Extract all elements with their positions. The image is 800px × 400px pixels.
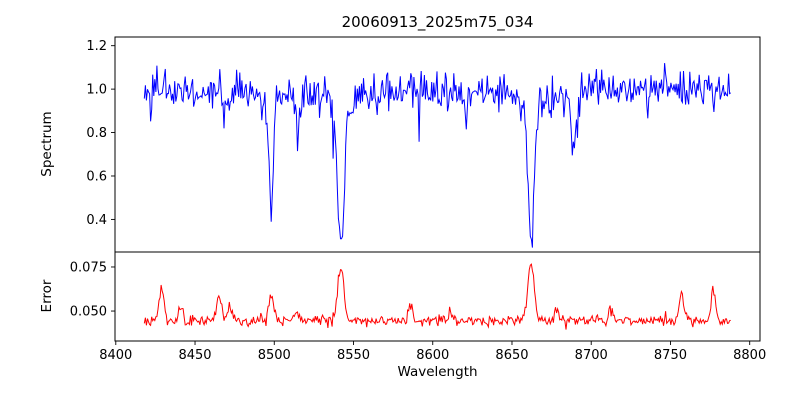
x-tick-label: 8650 bbox=[495, 348, 528, 363]
x-tick-label: 8450 bbox=[178, 348, 211, 363]
x-tick-label: 8800 bbox=[733, 348, 766, 363]
x-tick-label: 8400 bbox=[99, 348, 132, 363]
x-tick-label: 8550 bbox=[337, 348, 370, 363]
y-tick-label: 0.6 bbox=[86, 169, 107, 184]
x-tick-label: 8750 bbox=[654, 348, 687, 363]
x-tick-label: 8600 bbox=[416, 348, 449, 363]
x-axis-label: Wavelength bbox=[397, 364, 478, 380]
y-tick-label: 0.050 bbox=[70, 305, 107, 320]
x-tick-label: 8700 bbox=[575, 348, 608, 363]
y-tick-label: 0.4 bbox=[86, 213, 107, 228]
y-tick-label: 1.2 bbox=[86, 39, 107, 54]
spectrum-series-line bbox=[143, 63, 731, 248]
y-tick-label: 0.8 bbox=[86, 126, 107, 141]
error-series-line bbox=[143, 263, 731, 330]
x-tick-label: 8500 bbox=[258, 348, 291, 363]
plot-title: 20060913_2025m75_034 bbox=[341, 13, 534, 31]
axes-spine bbox=[114, 36, 761, 253]
axes-spine bbox=[114, 251, 761, 342]
y-tick-label: 1.0 bbox=[86, 83, 107, 98]
y-tick-label: 0.075 bbox=[70, 260, 107, 275]
